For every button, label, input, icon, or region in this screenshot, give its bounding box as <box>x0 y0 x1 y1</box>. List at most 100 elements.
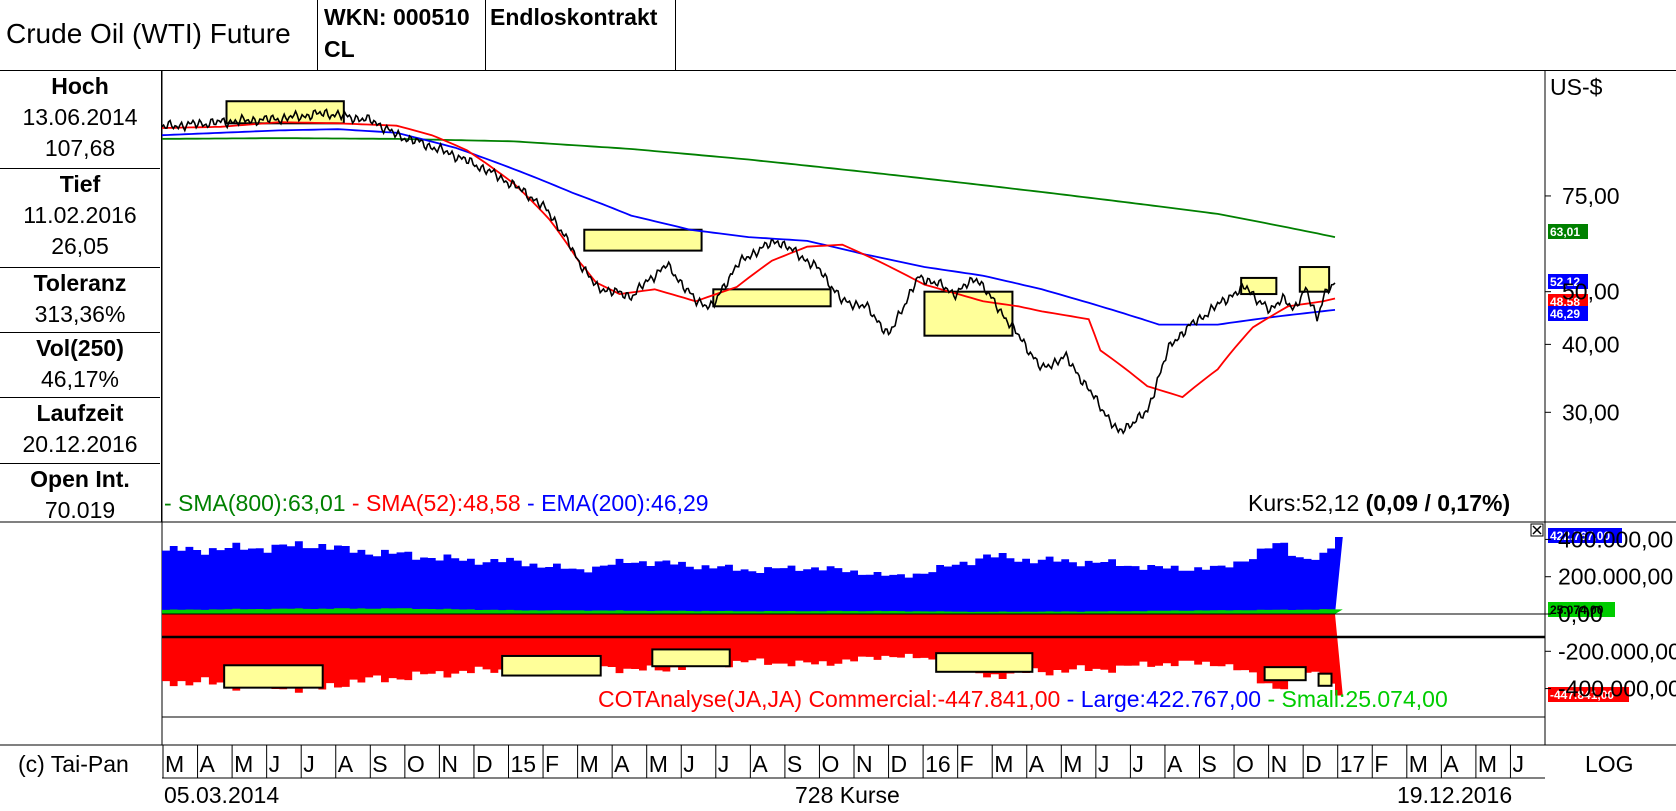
y-tick-label: 400.000,00 <box>1558 526 1673 552</box>
stat-value: 313,36% <box>34 301 126 327</box>
time-label: A <box>1443 751 1459 777</box>
time-label: M <box>649 751 668 777</box>
time-label: S <box>372 751 387 777</box>
stat-label: Vol(250) <box>36 335 124 361</box>
time-label: 15 <box>511 751 537 777</box>
copyright: (c) Tai-Pan <box>18 751 129 777</box>
wkn-cell: WKN: 000510 CL <box>318 0 486 70</box>
series-kurs <box>161 108 1336 435</box>
stat-value: 70.019 <box>44 497 116 522</box>
time-label: M <box>1409 751 1428 777</box>
end-date: 19.12.2016 <box>1397 782 1513 808</box>
legend-small: - Small:25.074,00 <box>1261 686 1448 712</box>
time-label: D <box>476 751 493 777</box>
last-value-tag <box>1548 224 1588 239</box>
time-label: J <box>1132 751 1144 777</box>
stat-value: 26,05 <box>51 233 109 259</box>
y-tick-label: 200.000,00 <box>1558 564 1673 590</box>
y-tick-label: -400.000,00 <box>1558 676 1676 702</box>
time-label: O <box>1236 751 1254 777</box>
cot-area-commercial <box>162 614 1343 696</box>
last-value-tag-text: 52,12 <box>1550 275 1580 289</box>
series-sma800 <box>161 137 1336 238</box>
time-label: F <box>545 751 559 777</box>
time-label: J <box>303 751 315 777</box>
y-tick-label: 30,00 <box>1562 399 1620 425</box>
time-label: M <box>580 751 599 777</box>
stat-value: 46,17% <box>40 366 119 392</box>
y-tick-label: 50,00 <box>1562 279 1620 305</box>
price-y-axis-label: US-$ <box>1550 74 1603 100</box>
stat-label: Open Int. <box>30 466 130 492</box>
price-change: (0,09 / 0,17%) <box>1365 490 1511 516</box>
stat-label: Hoch <box>51 73 109 99</box>
time-label: J <box>718 751 730 777</box>
start-date: 05.03.2014 <box>164 782 280 808</box>
time-label: M <box>1478 751 1497 777</box>
cot-area-large <box>162 537 1343 614</box>
series-ema200 <box>161 128 1336 326</box>
close-panel-button[interactable] <box>1530 523 1544 537</box>
time-label: D <box>1305 751 1322 777</box>
time-label: A <box>752 751 768 777</box>
last-value-tag <box>1548 294 1588 309</box>
close-icon <box>1532 525 1542 535</box>
stat-value: 13.06.2014 <box>22 104 138 130</box>
time-label: A <box>1029 751 1045 777</box>
stat-volatility: Vol(250) 46,17% <box>0 333 160 398</box>
cot-highlight-box <box>1317 672 1333 687</box>
cot-highlight-box <box>223 664 324 689</box>
cot-highlight-box <box>1263 666 1307 682</box>
time-label: A <box>1167 751 1183 777</box>
instrument-title: Crude Oil (WTI) Future <box>6 18 291 49</box>
time-label: F <box>1374 751 1388 777</box>
last-value-tag-text: 48,58 <box>1550 295 1580 309</box>
last-value-tag <box>1548 274 1588 289</box>
time-label: J <box>269 751 281 777</box>
time-label: M <box>1063 751 1082 777</box>
time-label: A <box>338 751 354 777</box>
stat-expiry: Laufzeit 20.12.2016 <box>0 398 160 464</box>
last-value-tag-text: 46,29 <box>1550 307 1580 321</box>
time-label: O <box>407 751 425 777</box>
price-legend: - SMA(800):63,01 - SMA(52):48,58 - EMA(2… <box>164 490 709 517</box>
stat-value: 107,68 <box>44 135 116 161</box>
time-label: J <box>683 751 695 777</box>
time-label: N <box>441 751 458 777</box>
wkn-label: WKN: 000510 <box>324 4 470 30</box>
stat-label: Tief <box>59 171 101 197</box>
stat-label: Laufzeit <box>36 400 124 426</box>
symbol-label: CL <box>324 36 355 62</box>
y-tick-label: 40,00 <box>1562 331 1620 357</box>
time-label: 17 <box>1340 751 1366 777</box>
series-sma52 <box>161 121 1336 399</box>
stat-tolerance: Toleranz 313,36% <box>0 268 160 333</box>
stat-label: Toleranz <box>33 270 127 296</box>
header-bar: Crude Oil (WTI) Future WKN: 000510 CL En… <box>0 0 1676 71</box>
time-label: S <box>1202 751 1217 777</box>
cot-highlight-box <box>501 654 602 677</box>
last-value-tag-text: 422.767,00 <box>1550 529 1610 543</box>
time-label: M <box>165 751 184 777</box>
stat-open-interest: Open Int. 70.019 <box>0 464 160 522</box>
price-info: Kurs:52,12 (0,09 / 0,17%) <box>1248 490 1510 517</box>
log-scale-toggle[interactable]: LOG <box>1585 751 1634 777</box>
stat-value: 11.02.2016 <box>23 202 137 228</box>
cot-legend: COTAnalyse(JA,JA) Commercial:-447.841,00… <box>598 686 1448 713</box>
legend-sma800: - SMA(800):63,01 <box>164 490 346 516</box>
last-value-tag <box>1548 306 1588 321</box>
y-tick-label: -200.000,00 <box>1558 638 1676 664</box>
time-label: M <box>234 751 253 777</box>
last-value-tag-text: 63,01 <box>1550 225 1580 239</box>
time-label: N <box>856 751 873 777</box>
price-highlight-box <box>1298 266 1331 293</box>
y-tick-label: 0,00 <box>1558 601 1603 627</box>
stat-low: Tief 11.02.2016 26,05 <box>0 169 160 268</box>
last-value-tag <box>1548 602 1615 617</box>
time-label: F <box>960 751 974 777</box>
cot-highlight-box <box>651 648 731 668</box>
last-value-tag <box>1548 687 1629 702</box>
y-tick-label: 75,00 <box>1562 183 1620 209</box>
last-value-tag-text: 25.074,00 <box>1550 603 1604 617</box>
